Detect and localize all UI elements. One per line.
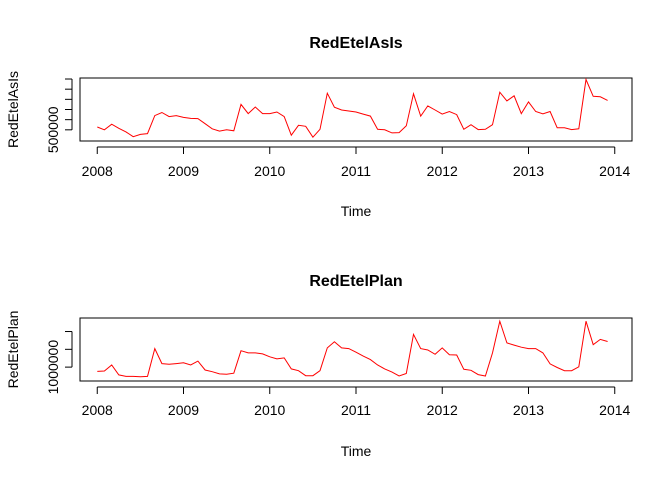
panel2-x-tick-label-2013: 2013 [513, 402, 544, 418]
panel1-x-tick-label-2011: 2011 [341, 163, 371, 179]
panel2-x-tick-label-2009: 2009 [168, 402, 199, 418]
panel2-chart-title: RedEtelPlan [309, 273, 402, 290]
panel1-x-tick-label-2008: 2008 [82, 163, 113, 179]
panel1-x-tick-label-2009: 2009 [168, 163, 199, 179]
panel1-x-tick-label-2012: 2012 [427, 163, 458, 179]
panel2-x-tick-label-2010: 2010 [254, 402, 285, 418]
panel1-plot-frame [79, 77, 633, 142]
panel2-series-line [97, 319, 608, 378]
panel1-chart-title: RedEtelAsIs [309, 35, 402, 52]
panel1-x-tick-label-2014: 2014 [599, 163, 630, 179]
panel1-y-tick-label-0: 500000 [45, 106, 61, 153]
panel1-x-axis-label: Time [341, 203, 372, 219]
panel2-x-tick-label-2012: 2012 [427, 402, 458, 418]
panel2-plot-frame [79, 317, 633, 382]
panel2-x-axis-label: Time [341, 443, 372, 459]
panel1-x-tick-label-2010: 2010 [254, 163, 285, 179]
panel1-x-tick-label-2013: 2013 [513, 163, 544, 179]
panel1-y-axis-label: RedEtelAsIs [5, 71, 21, 148]
panel2-x-tick-label-2014: 2014 [599, 402, 630, 418]
panel2-y-axis-label: RedEtelPlan [5, 311, 21, 389]
panel2-y-tick-label-0: 1000000 [45, 340, 61, 395]
panel1-series-line [97, 77, 608, 139]
panel2-x-tick-label-2008: 2008 [82, 402, 113, 418]
panel2-x-tick-label-2011: 2011 [341, 402, 371, 418]
